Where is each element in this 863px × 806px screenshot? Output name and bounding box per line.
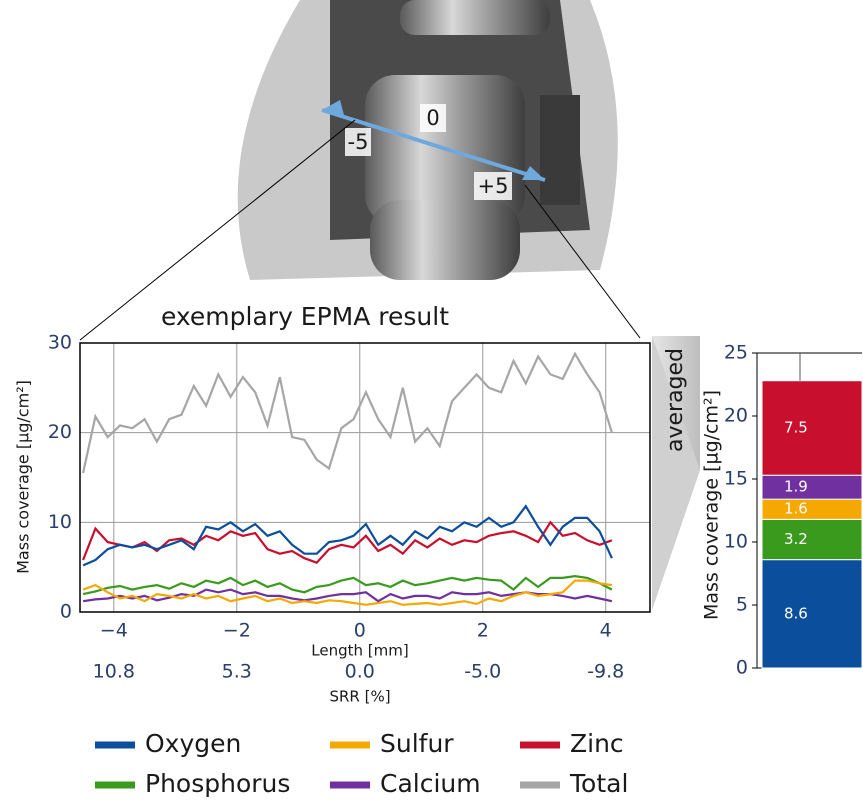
legend-label: Total bbox=[569, 769, 628, 798]
legend-label: Zinc bbox=[570, 729, 624, 758]
y-tick-label: 5 bbox=[736, 594, 748, 616]
marker-label: -5 bbox=[348, 130, 369, 154]
series-line bbox=[82, 579, 613, 606]
marker-label: +5 bbox=[478, 174, 509, 198]
y-tick-label: 25 bbox=[724, 342, 748, 364]
x-axis-label: Length [mm] bbox=[311, 642, 408, 660]
x2-tick-label: 10.8 bbox=[93, 661, 135, 683]
zoom-line bbox=[524, 184, 641, 339]
legend-label: Oxygen bbox=[145, 729, 241, 758]
bar-segment bbox=[761, 474, 863, 500]
value-label: 1.9 bbox=[784, 478, 808, 496]
marker-box bbox=[345, 128, 371, 156]
x-tick-label: −2 bbox=[223, 620, 251, 642]
bar-segment bbox=[761, 518, 863, 561]
x2-tick-label: -9.8 bbox=[587, 661, 624, 683]
series-line bbox=[82, 351, 613, 474]
x-tick-label: −4 bbox=[100, 620, 128, 642]
y-tick-label: 20 bbox=[724, 405, 748, 427]
value-label: 1.6 bbox=[784, 500, 808, 518]
legend-label: Phosphorus bbox=[145, 769, 290, 798]
y-tick-label: 0 bbox=[60, 601, 72, 623]
cage-bar bbox=[540, 95, 580, 205]
plot-area bbox=[80, 343, 650, 612]
y-tick-label: 10 bbox=[48, 511, 72, 533]
value-label: 8.6 bbox=[784, 604, 808, 622]
marker-label: 0 bbox=[426, 106, 439, 130]
y-tick-label: 30 bbox=[48, 332, 72, 354]
series-line bbox=[82, 574, 613, 596]
y-tick-label: 20 bbox=[48, 421, 72, 443]
value-label: 3.2 bbox=[784, 530, 808, 548]
legend-label: Sulfur bbox=[380, 729, 454, 758]
y-tick-label: 0 bbox=[736, 657, 748, 679]
x2-axis-label: SRR [%] bbox=[329, 688, 390, 706]
x-tick-label: 2 bbox=[477, 620, 489, 642]
chart-title: exemplary EPMA result bbox=[161, 302, 449, 331]
x-tick-label: 4 bbox=[600, 620, 612, 642]
roller bbox=[370, 200, 520, 280]
roller bbox=[400, 0, 550, 35]
marker-box bbox=[474, 172, 512, 200]
annotation: averaged bbox=[663, 348, 688, 452]
legend-label: Calcium bbox=[380, 769, 481, 798]
marker-box bbox=[420, 104, 446, 132]
y-axis-label: Mass coverage [µg/cm²] bbox=[14, 380, 33, 574]
arrow-head bbox=[522, 166, 545, 180]
x2-tick-label: 0.0 bbox=[345, 661, 375, 683]
series-line bbox=[82, 520, 613, 564]
average-arrow-tip bbox=[652, 336, 700, 610]
bar-segment bbox=[761, 380, 863, 476]
y-axis-label: Mass coverage [µg/cm²] bbox=[701, 390, 723, 620]
y-tick-label: 15 bbox=[724, 468, 748, 490]
zoom-line bbox=[79, 119, 356, 341]
arrow-head bbox=[322, 100, 344, 115]
bar-segment bbox=[761, 559, 863, 669]
photo: -5 0 +5 bbox=[237, 0, 618, 280]
y-tick-label: 10 bbox=[724, 531, 748, 553]
x2-tick-label: -5.0 bbox=[464, 661, 501, 683]
series-line bbox=[82, 504, 613, 567]
x2-tick-label: 5.3 bbox=[222, 661, 252, 683]
x-tick-label: 0 bbox=[354, 620, 366, 642]
bar-segment bbox=[761, 498, 863, 520]
measure-line bbox=[321, 108, 546, 182]
plot-frame bbox=[79, 342, 651, 613]
value-label: 7.5 bbox=[784, 418, 808, 436]
